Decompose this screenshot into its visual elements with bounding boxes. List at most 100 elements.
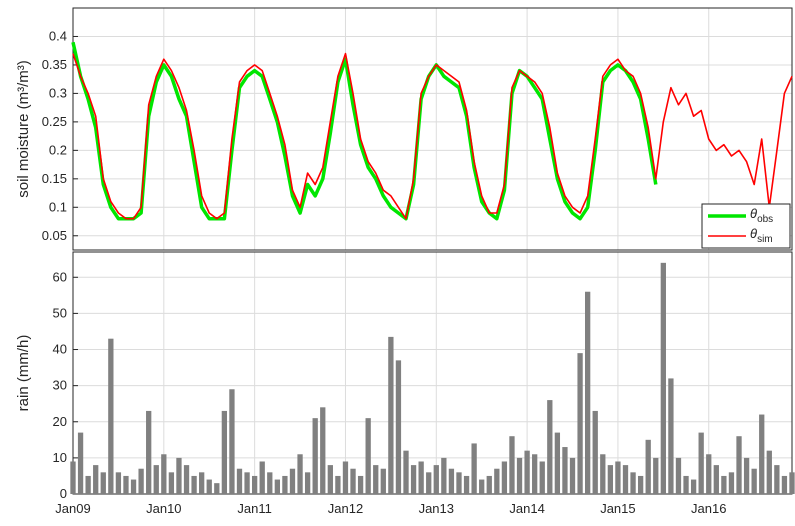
bar <box>766 450 772 494</box>
bar <box>471 443 477 494</box>
y-axis-label: rain (mm/h) <box>15 335 32 412</box>
y-tick-label: 0.3 <box>49 85 67 100</box>
bar <box>221 410 228 494</box>
bar <box>236 468 243 494</box>
bar <box>251 475 258 494</box>
bar <box>690 479 697 494</box>
bar <box>456 472 462 494</box>
y-tick-label: 0.15 <box>42 171 67 186</box>
bar <box>713 465 719 494</box>
bar <box>668 378 674 494</box>
legend-label: θobs <box>750 206 773 225</box>
bar <box>357 475 364 494</box>
bar <box>524 450 530 494</box>
y-tick-label: 0 <box>60 486 67 501</box>
bar <box>630 472 636 494</box>
bar <box>789 472 795 494</box>
bar <box>509 436 515 494</box>
legend-label: θsim <box>750 226 773 245</box>
bar <box>743 457 750 494</box>
y-tick-label: 0.05 <box>42 228 67 243</box>
bar <box>297 454 303 494</box>
bar <box>304 472 311 494</box>
bar <box>539 461 545 494</box>
bar <box>516 457 523 494</box>
y-tick-label: 0.2 <box>49 142 67 157</box>
bar <box>645 439 651 494</box>
y-tick-label: 0.35 <box>42 57 67 72</box>
bar <box>448 468 455 494</box>
bar <box>93 465 99 494</box>
y-tick-label: 40 <box>53 342 67 357</box>
bar <box>70 461 76 494</box>
bar <box>282 475 288 494</box>
bar <box>418 461 424 494</box>
bar <box>161 454 167 494</box>
y-tick-label: 0.25 <box>42 114 67 129</box>
y-tick-label: 20 <box>53 414 67 429</box>
bar <box>622 465 629 494</box>
bar <box>320 407 326 494</box>
bar <box>660 262 666 494</box>
bar <box>410 465 417 494</box>
bar <box>585 291 591 494</box>
x-tick-label: Jan12 <box>328 501 363 516</box>
bar <box>365 418 371 494</box>
bar <box>426 472 432 494</box>
bar <box>479 479 485 494</box>
plot-frame <box>72 7 793 251</box>
bar <box>77 432 84 494</box>
bar <box>267 472 273 494</box>
bar <box>259 461 265 494</box>
bar <box>176 457 182 494</box>
x-tick-label: Jan11 <box>237 501 271 516</box>
bar <box>85 475 91 494</box>
bar <box>229 389 235 494</box>
bar <box>675 457 682 494</box>
bar <box>327 465 333 494</box>
bar <box>199 472 205 494</box>
series-line <box>71 41 658 221</box>
bar <box>274 479 280 494</box>
bar <box>554 432 561 494</box>
bar <box>736 436 742 494</box>
bar <box>706 454 712 494</box>
bar <box>395 360 402 494</box>
legend-subscript: sim <box>757 234 773 245</box>
bar <box>373 465 379 494</box>
bar <box>774 465 780 494</box>
legend-symbol: θ <box>750 226 757 241</box>
bar <box>206 479 212 494</box>
x-tick-label: Jan14 <box>509 501 544 516</box>
bar <box>637 475 644 494</box>
bar <box>108 338 114 494</box>
series-line <box>72 52 793 220</box>
bar <box>335 475 341 494</box>
x-tick-label: Jan09 <box>55 501 90 516</box>
bar <box>100 472 106 494</box>
y-tick-label: 60 <box>53 269 67 284</box>
bar <box>698 432 704 494</box>
legend-subscript: obs <box>757 214 773 225</box>
y-tick-label: 10 <box>53 450 67 465</box>
bar <box>494 468 500 494</box>
bar <box>759 414 765 494</box>
bar <box>547 400 553 494</box>
bar <box>653 457 659 494</box>
x-tick-label: Jan16 <box>691 501 726 516</box>
bar <box>615 461 621 494</box>
x-tick-label: Jan15 <box>600 501 635 516</box>
bar <box>486 475 492 494</box>
bar <box>607 465 614 494</box>
bar <box>562 447 568 494</box>
bar <box>577 353 583 494</box>
bar <box>380 468 386 494</box>
bar <box>463 475 470 494</box>
legend-box <box>701 203 791 249</box>
bar <box>501 461 508 494</box>
bar <box>683 475 689 494</box>
bar <box>115 472 122 494</box>
bar <box>183 465 190 494</box>
y-axis-label: soil moisture (m³/m³) <box>15 60 32 198</box>
